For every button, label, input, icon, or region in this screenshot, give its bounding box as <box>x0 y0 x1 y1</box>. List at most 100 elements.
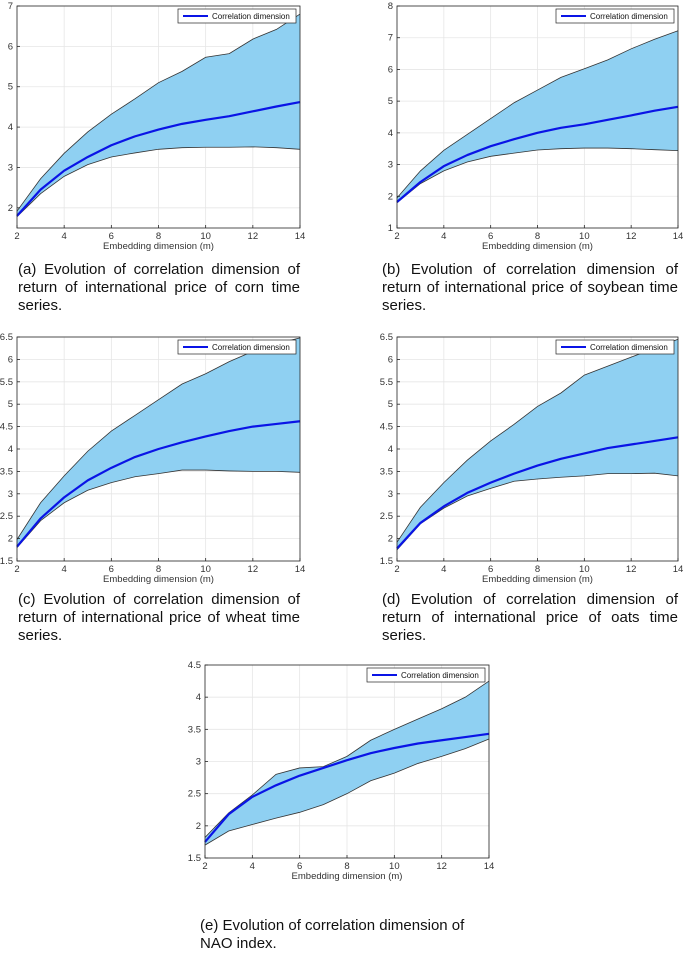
y-tick-label: 3 <box>388 489 393 500</box>
legend-box <box>555 8 675 24</box>
x-axis-label: Embedding dimension (m) <box>482 241 593 252</box>
x-tick-label: 12 <box>248 231 259 242</box>
caption-b: (b) Evolution of correlation dimension o… <box>382 261 678 314</box>
y-tick-label: 5.5 <box>0 377 13 388</box>
y-tick-label: 4 <box>388 128 393 139</box>
x-tick-label: 12 <box>626 231 637 242</box>
y-tick-label: 2 <box>196 821 201 832</box>
correlation-dimension-line <box>16 100 301 217</box>
x-tick-label: 8 <box>535 231 540 242</box>
lower-bound-line <box>16 146 301 217</box>
x-tick-label: 10 <box>579 564 590 575</box>
y-tick-label: 3 <box>196 757 201 768</box>
legend-label: Correlation dimension <box>590 343 668 352</box>
x-tick-label: 10 <box>579 231 590 242</box>
y-tick-label: 5 <box>388 399 393 410</box>
y-tick-label: 6 <box>8 41 13 52</box>
legend-label: Correlation dimension <box>212 12 290 21</box>
y-tick-label: 3.5 <box>380 466 393 477</box>
x-tick-label: 14 <box>484 861 495 872</box>
chart-panel-c: 2 4 6 8 10 12 14 1.5 2 2.5 3 3.5 4 4.5 5 5.5 6 6.5 Embeddi… <box>0 327 330 647</box>
legend-label: Correlation dimension <box>590 12 668 21</box>
y-tick-label: 4 <box>196 692 201 703</box>
x-axis-label: Embedding dimension (m) <box>103 574 214 585</box>
y-tick-label: 4 <box>388 444 393 455</box>
y-tick-label: 7 <box>388 33 393 44</box>
chart-c: 2 4 6 8 10 12 141.522.533.544.555.566.5Embeddi… <box>0 332 305 585</box>
y-tick-label: 6 <box>8 354 13 365</box>
y-tick-label: 2.5 <box>0 511 13 522</box>
x-tick-label: 14 <box>673 564 684 575</box>
x-tick-label: 12 <box>436 861 447 872</box>
y-tick-label: 3 <box>388 160 393 171</box>
chart-panel-a: 2 4 6 8 10 12 14 2 3 4 5 6 7 Embedding dimension (m) C… <box>0 0 330 320</box>
y-tick-label: 4 <box>8 444 13 455</box>
x-tick-label: 2 <box>394 564 399 575</box>
y-tick-label: 4.5 <box>380 422 393 433</box>
confidence-band <box>17 337 300 548</box>
correlation-dimension-line <box>396 105 679 203</box>
chart-panel-e: 2 4 6 8 10 12 14 1.5 2 2.5 3 3.5 4 4.5 Embedding dimen… <box>165 656 525 952</box>
y-tick-label: 4.5 <box>188 660 201 671</box>
correlation-dimension-line <box>396 436 679 550</box>
y-tick-label: 1.5 <box>188 853 201 864</box>
confidence-band <box>397 339 678 550</box>
y-tick-label: 5 <box>8 399 13 410</box>
y-tick-label: 1.5 <box>380 556 393 567</box>
x-axis-label: Embedding dimension (m) <box>482 574 593 585</box>
upper-bound-line <box>396 30 679 199</box>
x-tick-label: 10 <box>389 861 400 872</box>
x-tick-label: 10 <box>200 231 211 242</box>
y-tick-label: 6 <box>388 64 393 75</box>
x-tick-label: 4 <box>250 861 255 872</box>
x-tick-label: 4 <box>441 564 446 575</box>
lower-bound-line <box>396 472 679 551</box>
y-tick-label: 4.5 <box>0 422 13 433</box>
x-tick-label: 2 <box>14 564 19 575</box>
y-tick-label: 2 <box>388 534 393 545</box>
y-tick-label: 8 <box>388 1 393 12</box>
x-tick-label: 6 <box>488 231 493 242</box>
x-tick-label: 6 <box>109 231 114 242</box>
confidence-band <box>397 30 678 203</box>
x-tick-label: 10 <box>200 564 211 575</box>
chart-a: 2 4 6 8 10 12 14 2 3 4 5 6 7 Embedding dimension (m) C… <box>8 1 306 252</box>
x-tick-label: 8 <box>156 231 161 242</box>
x-tick-label: 2 <box>14 231 19 242</box>
legend-label: Correlation dimension <box>401 671 479 680</box>
x-tick-label: 12 <box>626 564 637 575</box>
y-tick-label: 6.5 <box>380 332 393 343</box>
x-tick-label: 8 <box>156 564 161 575</box>
x-tick-label: 8 <box>344 861 349 872</box>
x-tick-label: 8 <box>535 564 540 575</box>
x-tick-label: 6 <box>488 564 493 575</box>
legend-box <box>177 8 297 24</box>
confidence-band <box>205 681 489 846</box>
correlation-dimension-line <box>204 732 490 843</box>
x-axis-label: Embedding dimension (m) <box>103 241 214 252</box>
y-tick-label: 2.5 <box>188 789 201 800</box>
y-tick-label: 5 <box>8 82 13 93</box>
x-tick-label: 4 <box>62 564 67 575</box>
upper-bound-line <box>204 680 490 838</box>
y-tick-label: 3 <box>8 489 13 500</box>
y-tick-label: 6.5 <box>0 332 13 343</box>
caption-a: (a) Evolution of correlation dimension o… <box>18 261 300 314</box>
y-tick-label: 3.5 <box>188 724 201 735</box>
upper-bound-line <box>16 13 301 212</box>
x-tick-label: 6 <box>297 861 302 872</box>
y-tick-label: 2 <box>388 191 393 202</box>
legend-box <box>177 339 297 355</box>
y-tick-label: 1 <box>388 223 393 234</box>
lower-bound-line <box>204 738 490 846</box>
y-tick-label: 2 <box>8 534 13 545</box>
y-tick-label: 3 <box>8 162 13 173</box>
y-tick-label: 2 <box>8 203 13 214</box>
lower-bound-line <box>16 469 301 548</box>
y-tick-label: 5.5 <box>380 377 393 388</box>
x-tick-label: 6 <box>109 564 114 575</box>
x-axis-label: Embedding dimension (m) <box>292 871 403 882</box>
y-tick-label: 6 <box>388 354 393 365</box>
y-tick-label: 2.5 <box>380 511 393 522</box>
